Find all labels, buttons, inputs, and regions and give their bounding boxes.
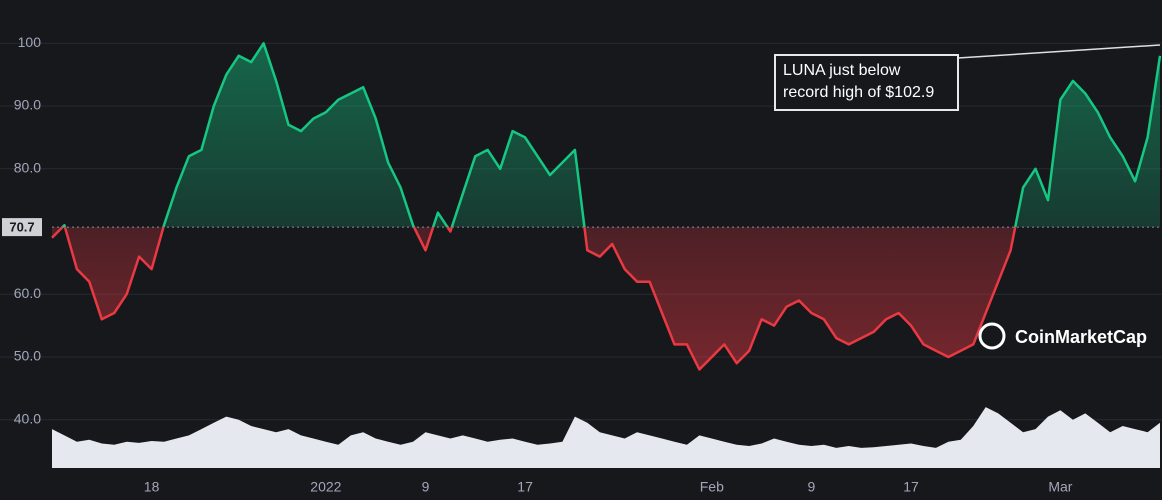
- watermark-text: CoinMarketCap: [1015, 327, 1147, 347]
- baseline-label: 70.7: [9, 220, 34, 235]
- annotation-line: LUNA just below: [783, 62, 901, 79]
- annotation-pointer: [957, 44, 1161, 59]
- annotation-line: record high of $102.9: [783, 84, 934, 101]
- x-tick-label: 2022: [310, 479, 341, 495]
- x-tick-label: Mar: [1048, 479, 1072, 495]
- price-area-up: [52, 43, 1160, 228]
- x-tick-label: 17: [517, 479, 533, 495]
- x-tick-label: 18: [144, 479, 160, 495]
- baseline-label-box: [2, 218, 42, 237]
- x-tick-label: Feb: [700, 479, 724, 495]
- x-tick-label: 17: [903, 479, 919, 495]
- price-line-down: [51, 227, 1017, 371]
- price-area-down: [52, 227, 1016, 370]
- y-tick-label: 100: [18, 34, 42, 50]
- logo: [978, 322, 1006, 350]
- x-tick-label: 9: [422, 479, 430, 495]
- watermark: CoinMarketCap: [978, 322, 1147, 350]
- price-line-up: [60, 42, 1162, 228]
- y-tick-label: 40.0: [14, 410, 41, 426]
- annotation-box: [774, 54, 959, 111]
- y-tick-label: 50.0: [14, 348, 41, 364]
- y-tick-label: 90.0: [14, 97, 41, 113]
- y-tick-label: 80.0: [14, 159, 41, 175]
- y-tick-label: 60.0: [14, 285, 41, 301]
- x-tick-label: 9: [808, 479, 816, 495]
- volume-area: [52, 407, 1160, 468]
